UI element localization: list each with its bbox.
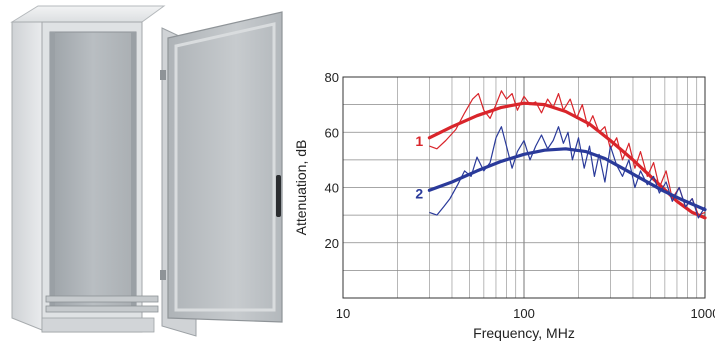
cabinet-photo: [10, 5, 283, 337]
plot-frame: [342, 76, 706, 299]
chart-tick-labels: 10 100 1000 20 40 60 80: [325, 70, 715, 321]
cabinet-side-panel: [11, 21, 43, 331]
y-tick-label: 40: [325, 181, 339, 196]
series-label-2: 2: [415, 185, 423, 201]
x-tick-label: 10: [336, 306, 350, 321]
y-tick-label: 60: [325, 125, 339, 140]
cabinet-top: [10, 5, 166, 23]
chart-grid: [342, 77, 705, 298]
cabinet-mounting-rail-right: [131, 32, 136, 307]
y-tick-label: 20: [325, 236, 339, 251]
cabinet-mounting-rail-left: [50, 32, 55, 307]
cabinet-bottom-rail: [45, 305, 159, 313]
cabinet-door-panel: [167, 11, 283, 323]
series-2-raw-line: [429, 126, 706, 219]
series-1-smoothed-line: [427, 101, 707, 220]
x-tick-label: 100: [513, 306, 535, 321]
door-hinge: [160, 70, 166, 80]
x-axis-label: Frequency, MHz: [473, 325, 575, 341]
cabinet-interior: [49, 31, 137, 308]
door-handle: [276, 175, 281, 217]
y-axis-label: Attenuation, dB: [293, 140, 309, 236]
x-tick-label: 1000: [691, 306, 715, 321]
series-1-raw-line: [429, 90, 706, 216]
door-hinge: [160, 270, 166, 280]
cabinet-bottom-rail: [45, 295, 159, 303]
attenuation-chart: 12 10100100020406080 Frequency, MHz Atte…: [293, 70, 715, 341]
series-label-1: 1: [415, 133, 423, 149]
chart-series: 12: [415, 90, 707, 220]
series-2-smoothed-line: [427, 147, 707, 212]
cabinet-door-frame-inner: [174, 22, 276, 312]
cabinet-plinth: [41, 317, 155, 333]
y-tick-label: 80: [325, 70, 339, 85]
